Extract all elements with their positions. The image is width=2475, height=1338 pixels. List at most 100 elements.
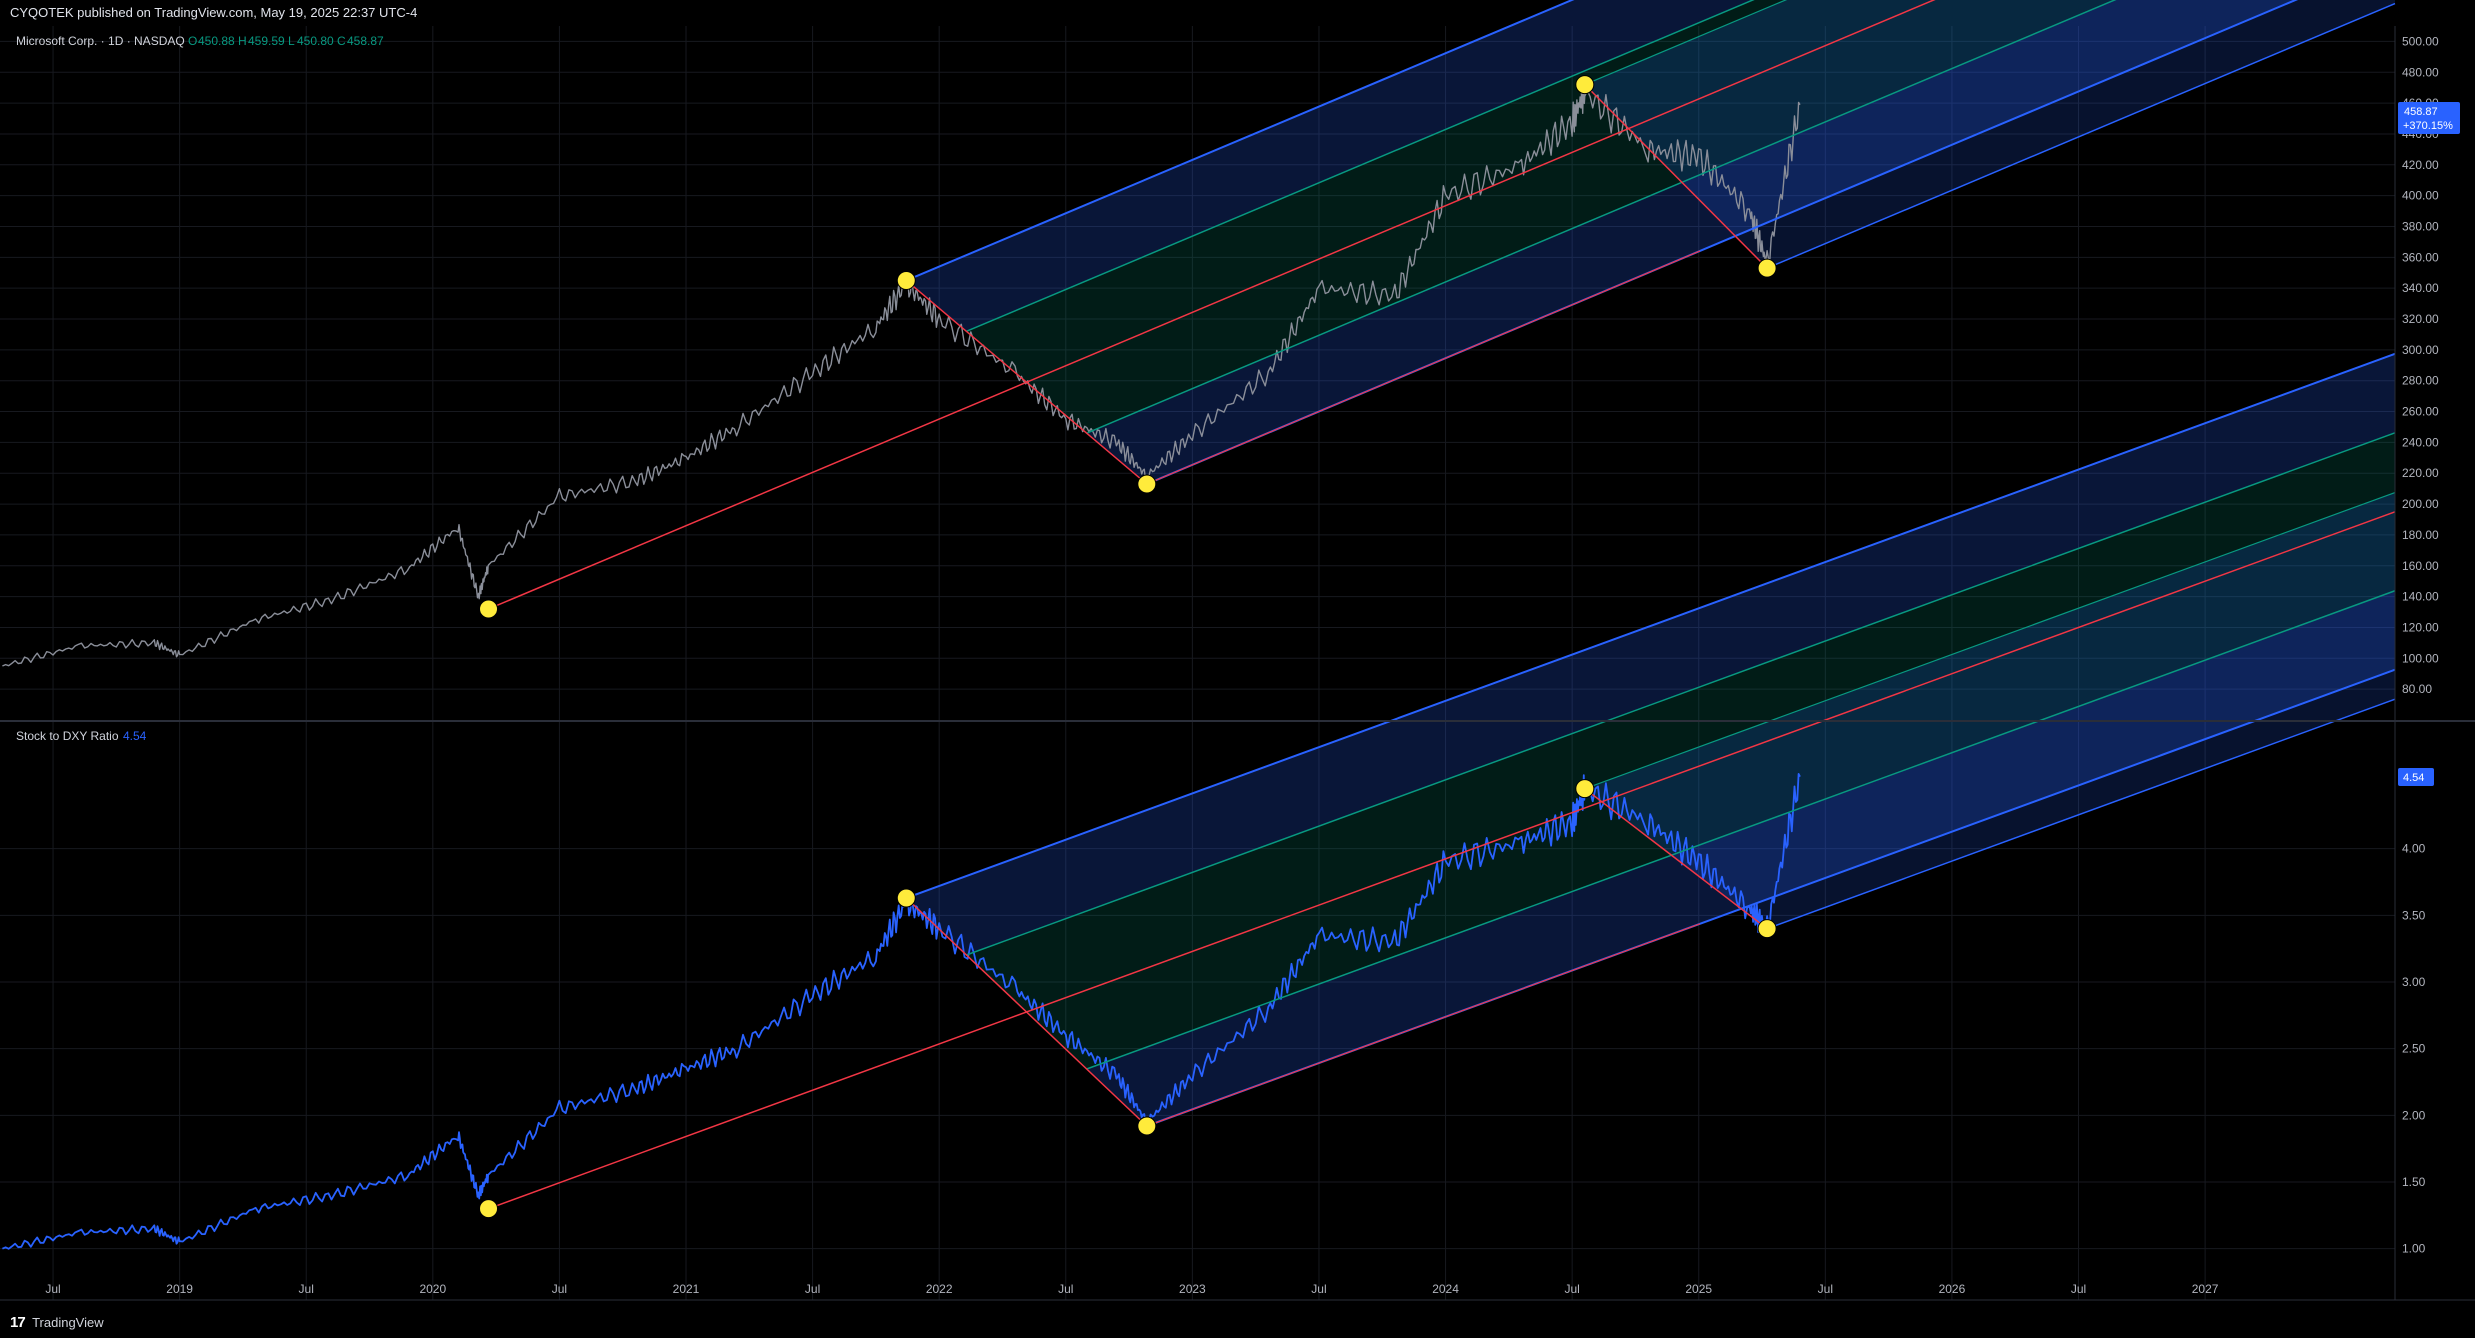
pitchfork-handle-line [905, 897, 1148, 1127]
ratio-series [2, 773, 1801, 1250]
y-tick-label: 500.00 [2402, 34, 2439, 48]
pitchfork-upper-line [905, 0, 1575, 282]
ratio-title: Stock to DXY Ratio [16, 729, 119, 743]
footer: 17 TradingView [0, 1308, 2475, 1338]
x-tick-label: Jul [1564, 1282, 1579, 1296]
ratio-line [2, 773, 1801, 1250]
price-badge-change: +370.15% [2403, 120, 2453, 132]
ohlc-low: 450.80 [297, 34, 334, 48]
x-tick-label: Jul [1058, 1282, 1073, 1296]
x-tick-label: 2024 [1432, 1282, 1459, 1296]
pivot-point[interactable] [1575, 779, 1595, 799]
axes-layer: Jul 2019 Jul 2020 Jul 2021 Jul 2022 Jul 2023 Jul 20… [0, 26, 2475, 1301]
price-badge-value: 458.87 [2404, 106, 2438, 118]
y-tick-label: 400.00 [2402, 189, 2439, 203]
pivot-point[interactable] [479, 599, 499, 619]
y-tick-label: 240.00 [2402, 435, 2439, 449]
ohlc-close: 458.87 [347, 34, 384, 48]
pitchfork2-band [1584, 492, 2395, 929]
pitchfork-inner-lower-line [1086, 590, 2396, 1070]
x-tick-label: Jul [552, 1282, 567, 1296]
pitchfork-reaction-line [1146, 250, 1701, 485]
y-tick-label: 3.00 [2402, 975, 2426, 989]
publish-header: CYQOTEK published on TradingView.com, Ma… [0, 0, 2475, 26]
y-tick-label: 80.00 [2402, 682, 2432, 696]
pitchfork-inner-upper-line [966, 0, 1755, 333]
y-tick-label: 140.00 [2402, 590, 2439, 604]
pivot-point[interactable] [896, 888, 916, 908]
pivots-price[interactable] [479, 75, 1777, 619]
pivot-point[interactable] [1757, 258, 1777, 278]
x-tick-label: Jul [1818, 1282, 1833, 1296]
pitchfork-median-line [488, 511, 2396, 1210]
y-tick-label: 320.00 [2402, 312, 2439, 326]
pivot-point[interactable] [1137, 474, 1157, 494]
ohlc-low-label: L [288, 34, 295, 48]
y-tick-label: 100.00 [2402, 651, 2439, 665]
x-tick-label: 2021 [673, 1282, 700, 1296]
ratio-badge-bg [2398, 768, 2434, 786]
price-line [2, 77, 1801, 667]
y-tick-label: 200.00 [2402, 497, 2439, 511]
y-tick-label: 360.00 [2402, 250, 2439, 264]
pitchfork-band-outer-bottom [1086, 590, 2395, 1126]
y-tick-label: 180.00 [2402, 528, 2439, 542]
ratio-last-value: 4.54 [123, 729, 147, 743]
pitchfork-band-outer-top [906, 353, 2395, 955]
pitchfork-band-outer-bottom [1086, 0, 2296, 485]
x-tick-label: 2019 [166, 1282, 193, 1296]
pitchfork-median-line [488, 0, 1936, 610]
pitchfork-fills-price [906, 0, 2395, 485]
y-tick-label: 420.00 [2402, 158, 2439, 172]
ohlc-high: 459.59 [248, 34, 285, 48]
pitchfork-fills-ratio [906, 353, 2395, 1126]
x-tick-label: Jul [299, 1282, 314, 1296]
pivot-point[interactable] [1575, 75, 1595, 95]
pivot-point[interactable] [1137, 1116, 1157, 1136]
pitchfork2-upper-line [1584, 491, 2396, 790]
pitchfork-lines-ratio[interactable] [488, 352, 2396, 1210]
footer-brand: TradingView [32, 1315, 104, 1330]
ratio-badge: 4.54 [2398, 768, 2434, 786]
pivot-point[interactable] [479, 1199, 499, 1219]
pitchfork-band-inner [966, 0, 2115, 434]
y-tick-label: 2.00 [2402, 1108, 2426, 1122]
y-tick-label: 1.50 [2402, 1175, 2426, 1189]
pitchfork2-lower-line [1766, 2, 2396, 269]
ohlc-open: 450.88 [198, 34, 235, 48]
grid-layer [0, 26, 2475, 1308]
price-badge: 458.87 +370.15% [2398, 102, 2460, 134]
pivot-point[interactable] [1757, 919, 1777, 939]
y-tick-label: 380.00 [2402, 219, 2439, 233]
y-tick-label: 3.50 [2402, 908, 2426, 922]
pitchfork2-handle-line [1584, 84, 1768, 269]
pitchfork-handle-line [905, 279, 1148, 485]
pivots-ratio[interactable] [479, 779, 1777, 1219]
price-pane-legend: Microsoft Corp. · 1D · NASDAQ O 450.88 H… [16, 34, 384, 48]
ohlc-open-label: O [188, 34, 197, 48]
y-tick-label: 160.00 [2402, 559, 2439, 573]
ohlc-close-label: C [337, 34, 346, 48]
y-tick-label: 260.00 [2402, 405, 2439, 419]
publish-header-text: CYQOTEK published on TradingView.com, Ma… [10, 5, 418, 20]
chart-background [0, 26, 2475, 1308]
pitchfork-band-inner [966, 432, 2395, 1070]
ratio-badge-value: 4.54 [2403, 772, 2424, 784]
pitchfork-lines-price[interactable] [488, 0, 2396, 610]
pitchfork2-handle-line [1584, 788, 1768, 930]
y-tick-label: 300.00 [2402, 343, 2439, 357]
y-tick-label: 4.00 [2402, 842, 2426, 856]
tradingview-logo-icon: 17 [10, 1314, 26, 1331]
x-tick-label: 2027 [2192, 1282, 2219, 1296]
x-tick-label: Jul [1311, 1282, 1326, 1296]
pitchfork2-band [1584, 0, 2395, 269]
price-title: Microsoft Corp. · 1D · NASDAQ [16, 34, 185, 48]
x-tick-label: 2023 [1179, 1282, 1206, 1296]
pitchfork-inner-lower-line [1086, 0, 2117, 434]
x-tick-label: Jul [2071, 1282, 2086, 1296]
x-tick-label: Jul [45, 1282, 60, 1296]
pitchfork-band-outer-top [906, 0, 1753, 332]
pivot-point[interactable] [896, 270, 916, 290]
pitchfork2-upper-line [1584, 0, 1788, 86]
